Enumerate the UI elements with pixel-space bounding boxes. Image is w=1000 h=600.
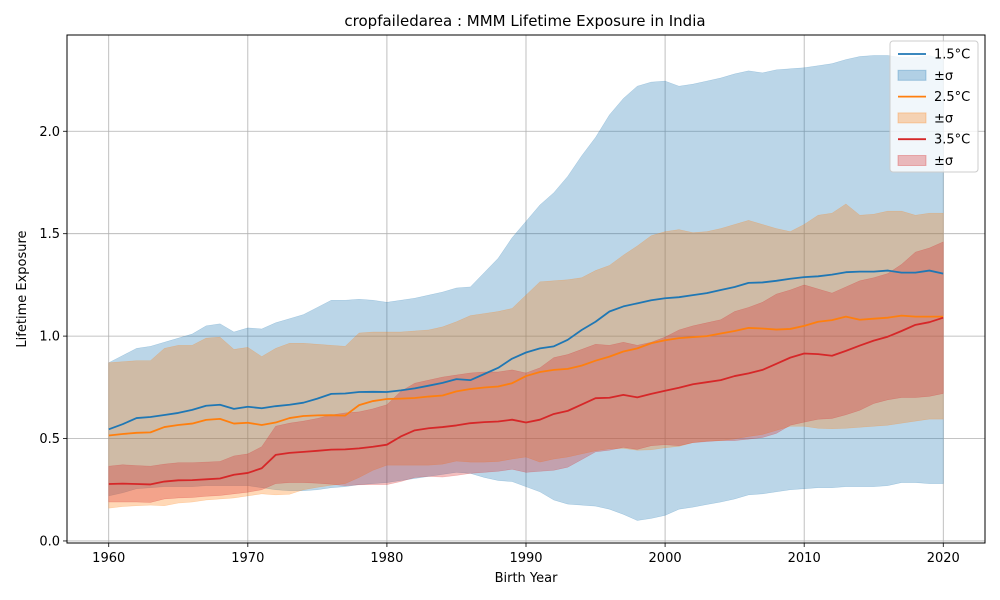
x-tick-label: 2000 <box>649 551 682 566</box>
legend-band-swatch <box>897 112 927 124</box>
x-tick-label: 1980 <box>370 551 403 566</box>
legend: 1.5°C ±σ 2.5°C ±σ 3.5°C ±σ <box>889 40 979 173</box>
legend-band-label: ±σ <box>934 154 953 169</box>
y-tick-label: 1.5 <box>39 227 60 242</box>
uncertainty-bands <box>108 55 944 521</box>
legend-label: 3.5°C <box>934 133 970 148</box>
x-tick-label: 2020 <box>927 551 960 566</box>
grid <box>67 35 985 543</box>
legend-band-label: ±σ <box>934 111 953 126</box>
band-series-2 <box>108 203 944 509</box>
legend-band-label: ±σ <box>934 69 953 84</box>
y-tick-label: 2.0 <box>39 125 60 140</box>
x-tick-label: 1970 <box>231 551 264 566</box>
legend-label: 1.5°C <box>934 48 970 63</box>
series-lines <box>108 269 944 486</box>
legend-band-swatch <box>897 155 927 166</box>
chart-title: cropfailedarea : MMM Lifetime Exposure i… <box>344 12 705 30</box>
legend-label: 2.5°C <box>934 90 970 105</box>
band-series-1 <box>108 55 944 521</box>
y-axis: 0.0 0.5 1.0 1.5 2.0 <box>39 125 67 549</box>
y-tick-label: 1.0 <box>39 330 60 345</box>
plot-area <box>66 34 986 544</box>
y-tick-label: 0.5 <box>39 432 60 447</box>
x-axis: 1960 1970 1980 1990 2000 2010 2020 <box>92 543 960 566</box>
band-series-3 <box>108 241 944 503</box>
y-tick-label: 0.0 <box>39 534 60 549</box>
line-series-2 <box>108 314 944 437</box>
legend-band-swatch <box>897 69 927 81</box>
line-series-3 <box>108 316 944 486</box>
y-axis-title: Lifetime Exposure <box>15 230 30 347</box>
x-tick-label: 2010 <box>788 551 821 566</box>
x-tick-label: 1990 <box>509 551 542 566</box>
line-series-1 <box>108 269 944 431</box>
x-tick-label: 1960 <box>92 551 125 566</box>
x-axis-title: Birth Year <box>495 571 559 586</box>
